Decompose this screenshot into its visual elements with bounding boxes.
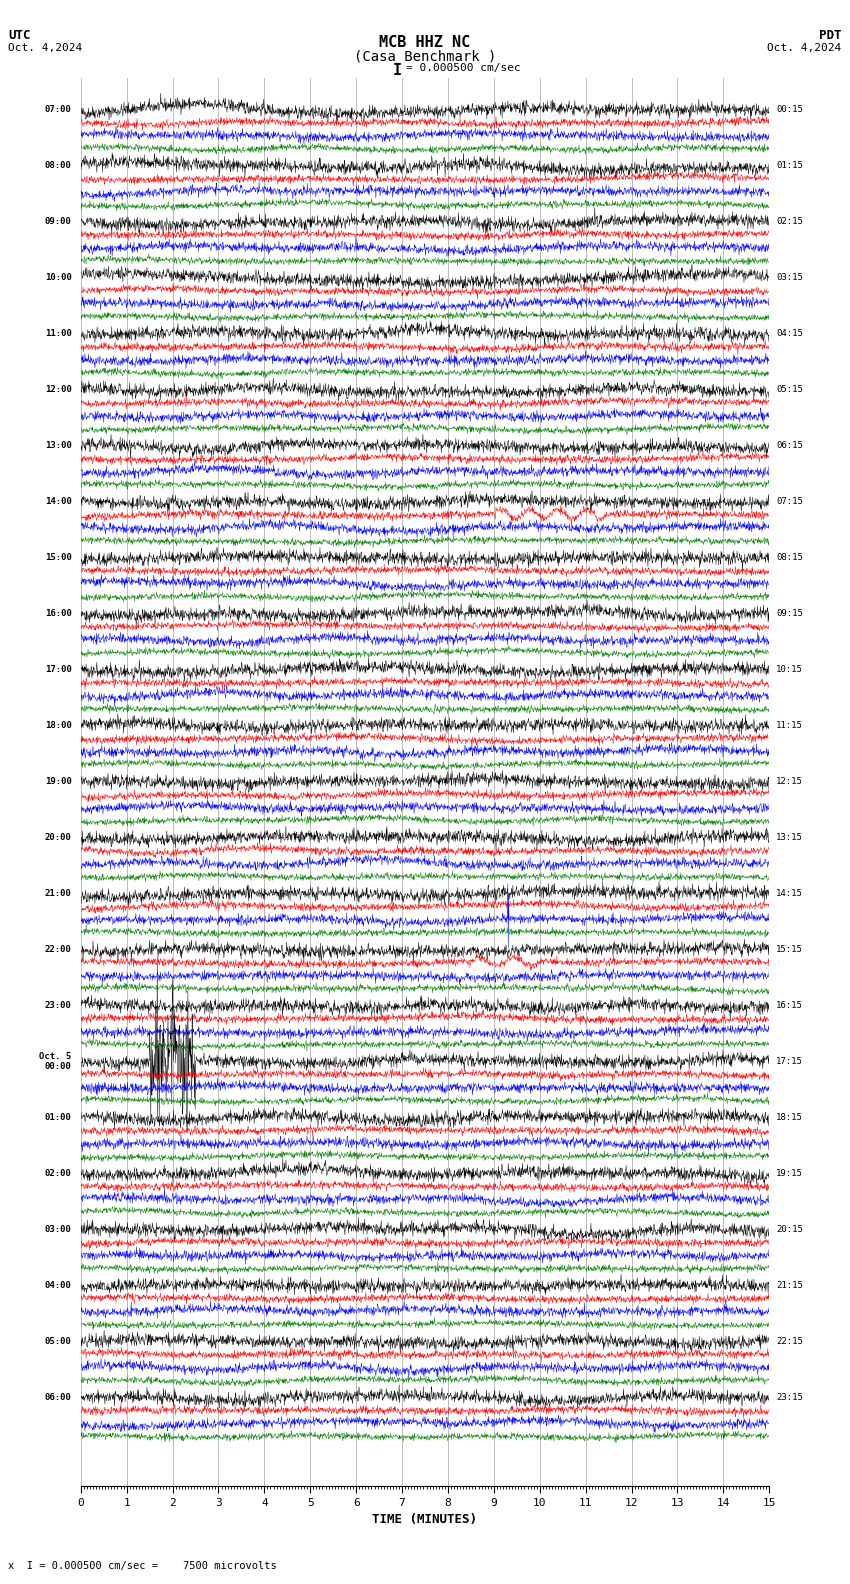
Text: 12:00: 12:00	[45, 385, 71, 394]
Text: 02:00: 02:00	[45, 1169, 71, 1178]
Text: 05:15: 05:15	[776, 385, 803, 394]
Text: 03:15: 03:15	[776, 274, 803, 282]
Text: 13:00: 13:00	[45, 442, 71, 450]
Text: 03:00: 03:00	[45, 1224, 71, 1234]
Text: Oct. 4,2024: Oct. 4,2024	[8, 43, 82, 52]
Text: 11:00: 11:00	[45, 329, 71, 339]
Text: 22:00: 22:00	[45, 946, 71, 954]
X-axis label: TIME (MINUTES): TIME (MINUTES)	[372, 1513, 478, 1525]
Text: 04:15: 04:15	[776, 329, 803, 339]
Text: 07:15: 07:15	[776, 497, 803, 507]
Text: 04:00: 04:00	[45, 1281, 71, 1289]
Text: 17:15: 17:15	[776, 1057, 803, 1066]
Text: 15:00: 15:00	[45, 553, 71, 562]
Text: 16:00: 16:00	[45, 610, 71, 618]
Text: 08:00: 08:00	[45, 162, 71, 171]
Text: 06:00: 06:00	[45, 1392, 71, 1402]
Text: 00:15: 00:15	[776, 106, 803, 114]
Text: 09:00: 09:00	[45, 217, 71, 227]
Text: PDT: PDT	[819, 29, 842, 41]
Text: 06:15: 06:15	[776, 442, 803, 450]
Text: 22:15: 22:15	[776, 1337, 803, 1346]
Text: Oct. 5
00:00: Oct. 5 00:00	[39, 1052, 71, 1071]
Text: (Casa Benchmark ): (Casa Benchmark )	[354, 49, 496, 63]
Text: 15:15: 15:15	[776, 946, 803, 954]
Text: 01:15: 01:15	[776, 162, 803, 171]
Text: x  I = 0.000500 cm/sec =    7500 microvolts: x I = 0.000500 cm/sec = 7500 microvolts	[8, 1562, 277, 1571]
Text: 14:15: 14:15	[776, 889, 803, 898]
Text: 19:15: 19:15	[776, 1169, 803, 1178]
Text: Oct. 4,2024: Oct. 4,2024	[768, 43, 842, 52]
Text: 14:00: 14:00	[45, 497, 71, 507]
Text: UTC: UTC	[8, 29, 31, 41]
Text: 21:00: 21:00	[45, 889, 71, 898]
Text: 16:15: 16:15	[776, 1001, 803, 1011]
Text: 19:00: 19:00	[45, 778, 71, 786]
Text: 20:15: 20:15	[776, 1224, 803, 1234]
Text: 18:00: 18:00	[45, 721, 71, 730]
Text: 08:15: 08:15	[776, 553, 803, 562]
Text: 12:15: 12:15	[776, 778, 803, 786]
Text: 23:15: 23:15	[776, 1392, 803, 1402]
Text: 07:00: 07:00	[45, 106, 71, 114]
Text: = 0.000500 cm/sec: = 0.000500 cm/sec	[406, 63, 521, 73]
Text: 05:00: 05:00	[45, 1337, 71, 1346]
Text: 17:00: 17:00	[45, 665, 71, 675]
Text: 10:15: 10:15	[776, 665, 803, 675]
Text: 11:15: 11:15	[776, 721, 803, 730]
Text: 13:15: 13:15	[776, 833, 803, 843]
Text: I: I	[394, 63, 402, 78]
Text: 01:00: 01:00	[45, 1114, 71, 1121]
Text: 23:00: 23:00	[45, 1001, 71, 1011]
Text: 18:15: 18:15	[776, 1114, 803, 1121]
Text: 20:00: 20:00	[45, 833, 71, 843]
Text: MCB HHZ NC: MCB HHZ NC	[379, 35, 471, 49]
Text: 21:15: 21:15	[776, 1281, 803, 1289]
Text: 02:15: 02:15	[776, 217, 803, 227]
Text: 09:15: 09:15	[776, 610, 803, 618]
Text: 10:00: 10:00	[45, 274, 71, 282]
